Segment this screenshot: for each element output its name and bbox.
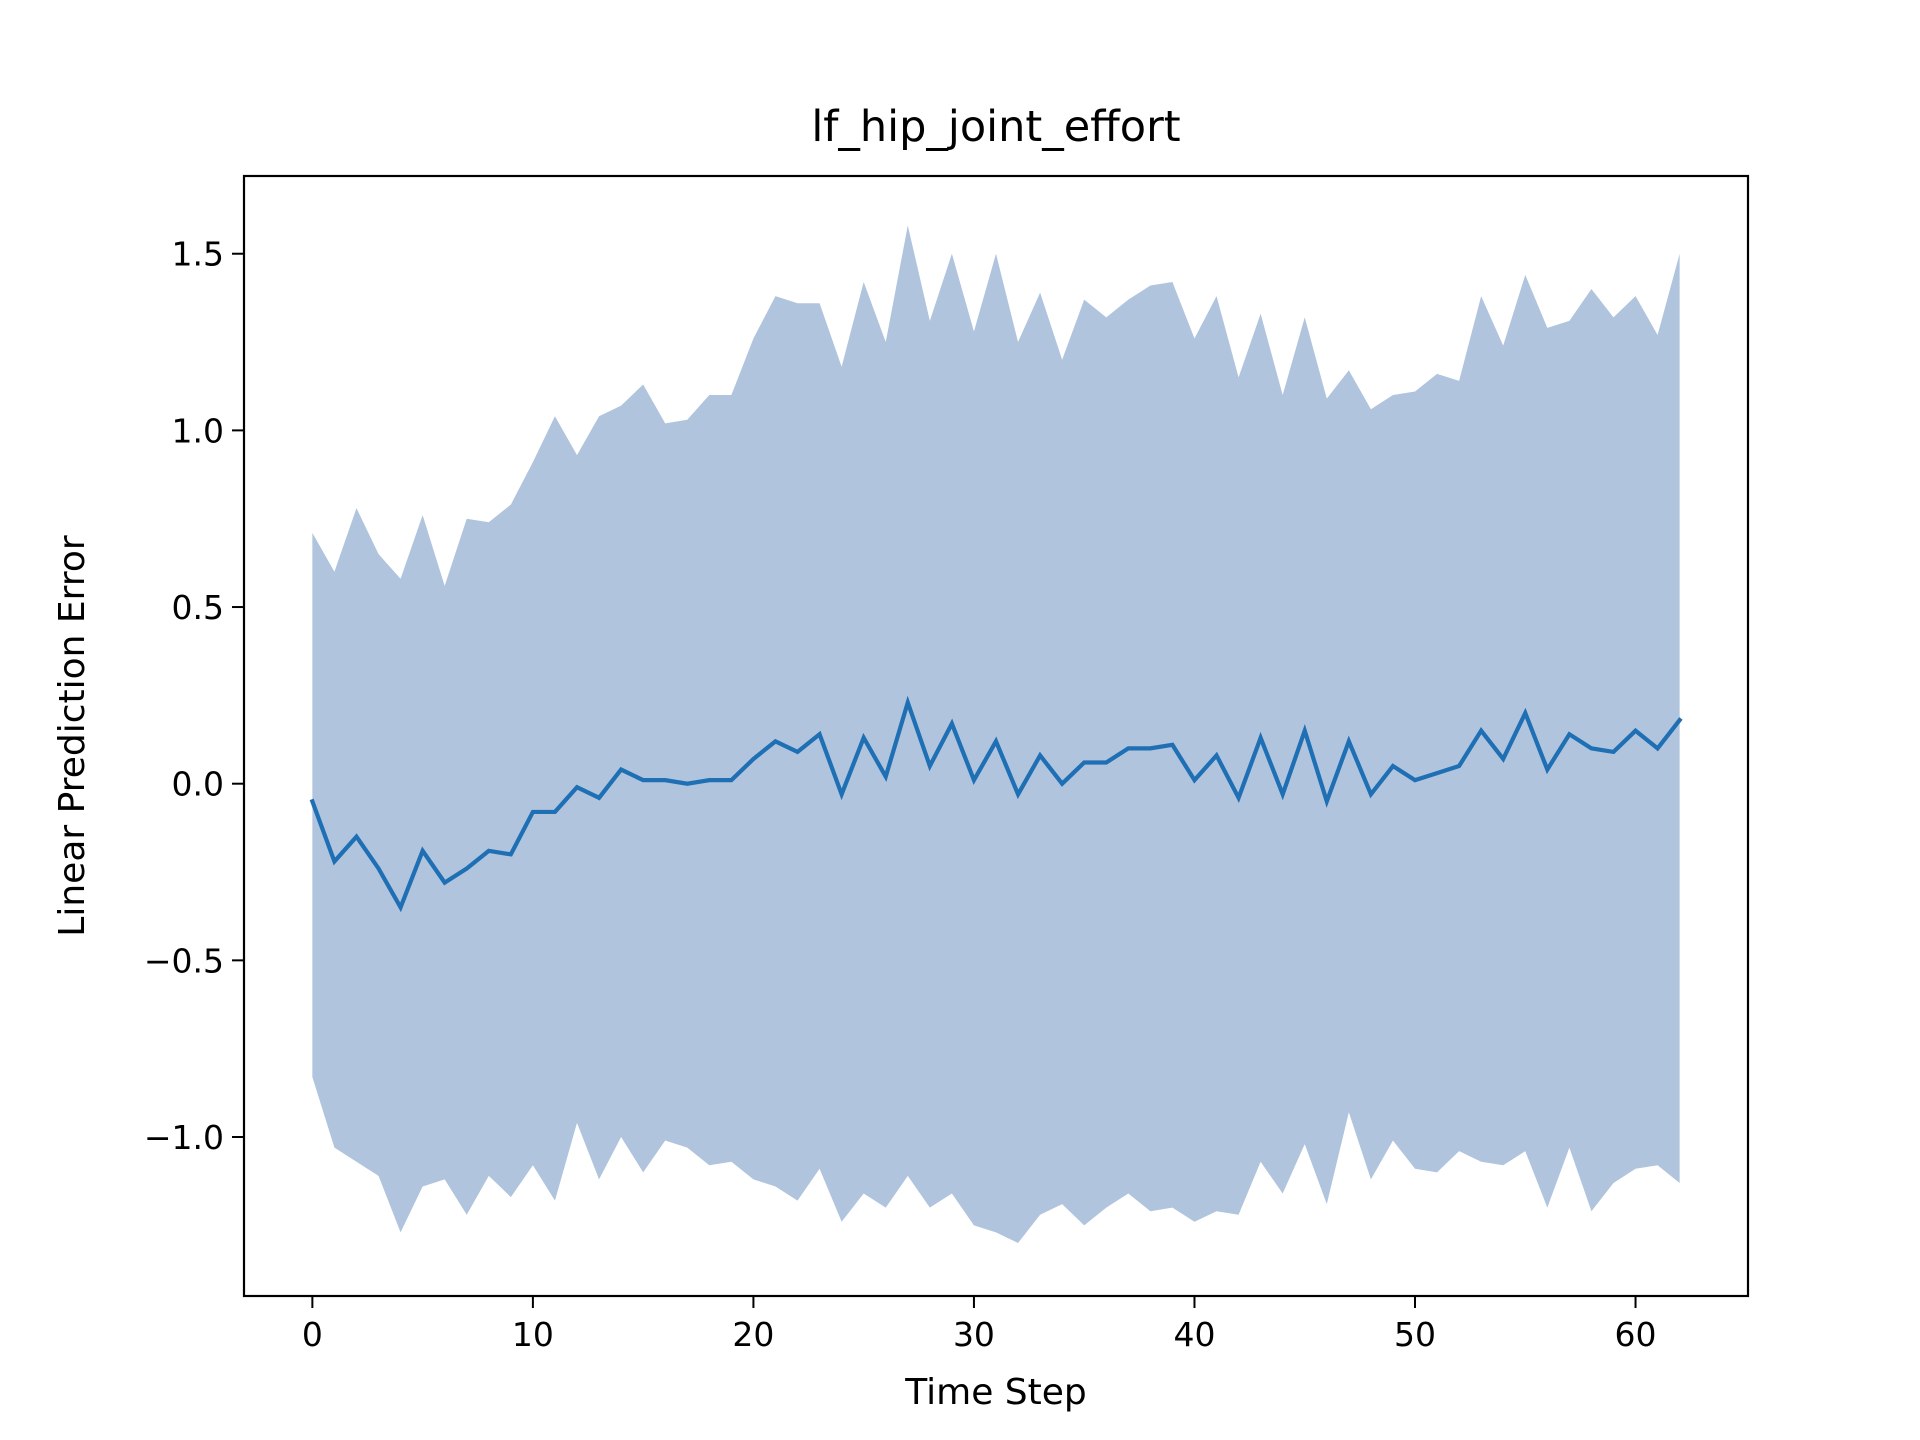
y-tick-label: −0.5 — [144, 941, 224, 980]
error-band-layer — [312, 225, 1680, 1243]
plot-frame — [242, 174, 1750, 1298]
mean-line-layer — [309, 695, 1683, 913]
x-tick-label: 30 — [953, 1315, 995, 1354]
x-tick-label: 50 — [1394, 1315, 1436, 1354]
y-tick-label: 0.5 — [172, 588, 224, 627]
y-tick-label: 1.0 — [172, 411, 224, 450]
mean-error-line — [309, 695, 1683, 913]
x-tick-label: 40 — [1173, 1315, 1215, 1354]
chart-title: lf_hip_joint_effort — [811, 102, 1180, 152]
y-tick-label: 0.0 — [172, 765, 224, 804]
x-tick-label: 0 — [302, 1315, 323, 1354]
y-axis-label: Linear Prediction Error — [52, 535, 93, 937]
y-axis: −1.0 −0.5 0.0 0.5 1.0 1.5 — [144, 235, 244, 1157]
y-tick-label: −1.0 — [144, 1118, 224, 1157]
x-tick-label: 20 — [732, 1315, 774, 1354]
x-tick-label: 10 — [512, 1315, 554, 1354]
x-axis-label: Time Step — [904, 1372, 1087, 1413]
error-band — [312, 225, 1680, 1243]
y-tick-label: 1.5 — [172, 235, 224, 274]
x-axis: 0 10 20 30 40 50 60 — [302, 1296, 1657, 1354]
x-tick-label: 60 — [1615, 1315, 1657, 1354]
